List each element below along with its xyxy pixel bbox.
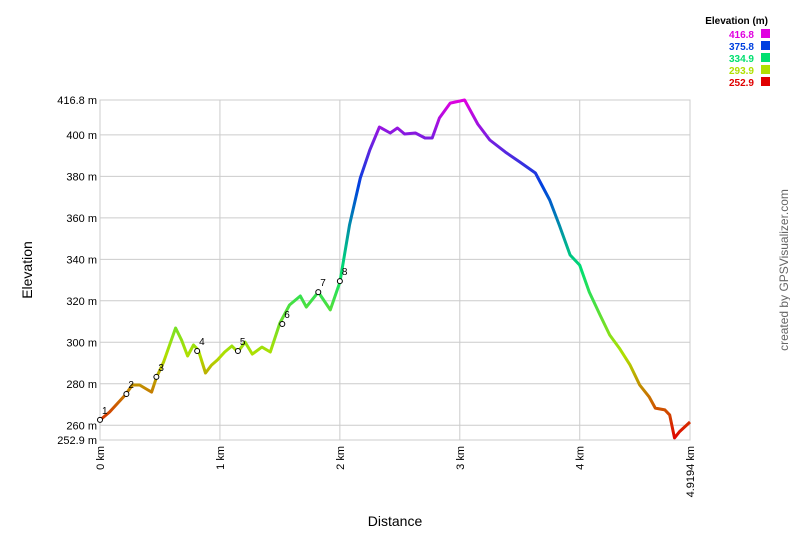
legend-title: Elevation (m): [705, 16, 768, 27]
x-tick-label: 4 km: [575, 446, 587, 470]
waypoint-label: 4: [199, 337, 205, 348]
waypoint-label: 8: [342, 267, 348, 278]
waypoint: [123, 390, 130, 397]
legend-label: 416.8: [729, 30, 754, 41]
y-tick-label: 260 m: [66, 420, 97, 432]
waypoint: [336, 278, 343, 285]
legend-label: 252.9: [729, 78, 754, 89]
legend-swatch: [761, 65, 770, 74]
x-tick-label: 4.9194 km: [685, 446, 697, 497]
credit: created by GPSVisualizer.com: [777, 189, 790, 351]
x-axis-label: Distance: [368, 513, 423, 529]
y-tick-label: 400 m: [66, 130, 97, 142]
waypoint-label: 6: [284, 310, 290, 321]
y-tick-label: 380 m: [66, 171, 97, 183]
legend-label: 375.8: [729, 42, 754, 53]
y-tick-label: 280 m: [66, 379, 97, 391]
x-tick-label: 1 km: [215, 446, 227, 470]
waypoint: [315, 289, 322, 296]
waypoint: [97, 416, 103, 423]
y-tick-label: 300 m: [66, 337, 97, 349]
waypoint-label: 5: [240, 337, 246, 348]
x-tick-label: 3 km: [455, 446, 467, 470]
waypoint-label: 2: [128, 380, 134, 391]
waypoint: [279, 321, 286, 328]
waypoint: [153, 373, 160, 380]
legend-swatch: [761, 53, 770, 62]
waypoint-label: 7: [320, 278, 326, 289]
legend-swatch: [761, 41, 770, 50]
x-tick-label: 0 km: [95, 446, 107, 470]
y-tick-label: 320 m: [66, 296, 97, 308]
elevation-line: [99, 98, 692, 440]
y-axis-label: Elevation: [19, 241, 35, 299]
waypoint-label: 1: [102, 406, 108, 417]
legend-swatch: [761, 29, 770, 38]
waypoint-label: 3: [158, 363, 164, 374]
y-tick-label: 360 m: [66, 213, 97, 225]
waypoint: [194, 348, 201, 355]
x-tick-label: 2 km: [335, 446, 347, 470]
waypoint: [234, 348, 241, 355]
legend-label: 293.9: [729, 66, 754, 77]
legend-swatch: [761, 77, 770, 86]
y-tick-label: 416.8 m: [57, 95, 97, 107]
y-tick-label: 340 m: [66, 254, 97, 266]
legend-label: 334.9: [729, 54, 754, 65]
y-tick-label: 252.9 m: [57, 435, 97, 447]
plot-frame: [99, 99, 691, 441]
